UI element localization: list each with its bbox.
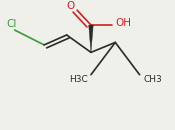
Text: H3C: H3C <box>69 74 88 84</box>
Text: CH3: CH3 <box>143 74 162 84</box>
Polygon shape <box>89 25 93 52</box>
Text: OH: OH <box>115 18 131 28</box>
Text: O: O <box>66 1 74 11</box>
Text: Cl: Cl <box>6 19 16 29</box>
